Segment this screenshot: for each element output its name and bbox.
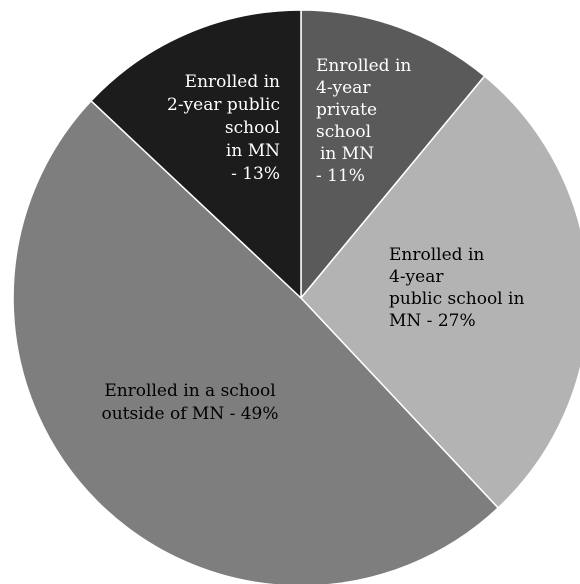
pie-slice-2 (12, 99, 500, 584)
slice-label-1: Enrolled in 4-year public school in MN - 27… (389, 245, 524, 331)
slice-label-line: Enrolled in (316, 56, 411, 76)
slice-label-line: outside of MN - 49% (101, 404, 278, 424)
pie-slices (12, 9, 580, 584)
slice-label-3: Enrolled in 2-year public school in MN - 13% (167, 72, 280, 184)
slice-label-line: Enrolled in (185, 72, 280, 92)
slice-label-line: - 11% (316, 166, 365, 186)
slice-label-line: private (316, 100, 377, 120)
slice-label-0: Enrolled in 4-year private school in MN - 11% (316, 56, 411, 186)
slice-label-line: 4-year (389, 267, 444, 287)
pie-slice-0 (300, 9, 486, 301)
slice-label-line: 4-year (316, 78, 371, 98)
slice-label-line: MN - 27% (389, 311, 476, 331)
pie-slice-1 (300, 75, 580, 510)
pie-labels: Enrolled in 4-year private school in MN - 11%… (101, 56, 524, 424)
slice-label-line: in MN (226, 141, 280, 161)
slice-label-line: in MN (320, 144, 374, 164)
slice-label-line: school (225, 118, 280, 138)
slice-label-line: 2-year public (167, 95, 280, 115)
pie-slice-3 (89, 9, 302, 300)
slice-label-line: public school in (389, 289, 524, 309)
slice-label-line: Enrolled in (389, 245, 484, 265)
slice-label-line: Enrolled in a school (104, 381, 275, 401)
slice-label-line: school (316, 122, 371, 142)
slice-label-line: - 13% (231, 164, 280, 184)
slice-label-2: Enrolled in a school outside of MN - 49% (101, 381, 278, 424)
